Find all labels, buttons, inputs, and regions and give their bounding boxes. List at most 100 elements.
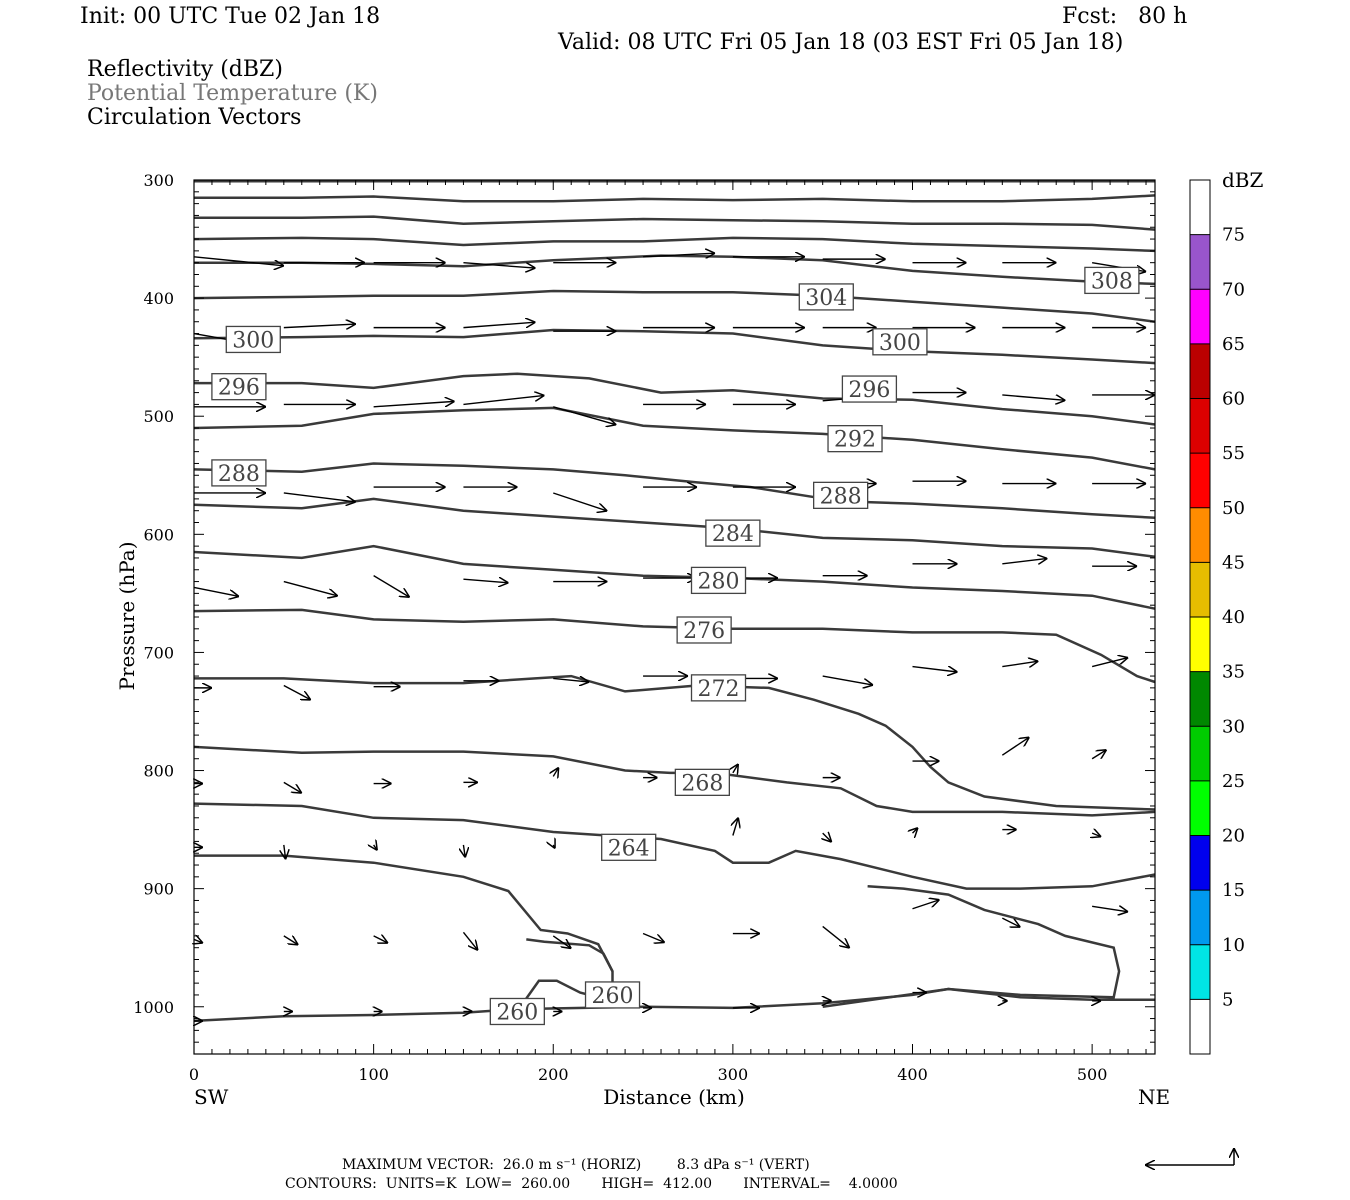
colorbar-segment — [1190, 780, 1210, 836]
y-tick-label: 500 — [143, 407, 174, 426]
contour-label: 308 — [1084, 266, 1140, 295]
contour-line-264 — [822, 885, 1121, 1009]
contour-label-box — [584, 981, 641, 1009]
contour-label-box — [690, 566, 747, 595]
circulation-vector — [822, 675, 873, 685]
colorbar-segment — [1190, 234, 1210, 290]
colorbar-label: 75 — [1222, 225, 1245, 246]
x-axis-title: Distance (km) — [603, 1085, 745, 1109]
x-tick-label: 100 — [358, 1065, 389, 1084]
circulation-vector — [374, 845, 378, 850]
circulation-vector — [553, 767, 558, 776]
colorbar-segment — [1190, 343, 1210, 399]
x-tick-label: 500 — [1077, 1065, 1108, 1084]
circulation-vector — [193, 586, 239, 596]
contour-label-box — [489, 997, 545, 1026]
contour-label: 280 — [690, 566, 747, 595]
circulation-vector — [822, 925, 850, 948]
colorbar-label: 25 — [1222, 771, 1245, 792]
circulation-vector — [1092, 833, 1101, 837]
colorbar-label: 5 — [1222, 989, 1233, 1010]
field-reflectivity: Reflectivity (dBZ) — [87, 57, 283, 82]
colorbar-segment — [1190, 890, 1210, 945]
y-axis-title: Pressure (hPa) — [115, 542, 139, 691]
circulation-vector — [552, 935, 571, 949]
contour-line-316 — [193, 236, 1156, 253]
circulation-vector — [463, 322, 535, 329]
x-tick-label: 200 — [538, 1065, 569, 1084]
circulation-vector — [912, 900, 940, 910]
colorbar-segment — [1190, 289, 1210, 344]
contour-label-text: 276 — [683, 619, 725, 644]
circulation-vector — [1002, 558, 1047, 563]
contour-line-304 — [193, 328, 1156, 365]
colorbar-title: dBZ — [1222, 168, 1264, 192]
contour-label-text: 264 — [608, 836, 650, 861]
contour-line-280 — [193, 608, 1156, 684]
contour-label: 260 — [489, 997, 545, 1026]
circulation-vector — [1002, 661, 1038, 666]
contour-label-box — [872, 328, 928, 356]
contour-layer — [193, 179, 1156, 1023]
y-tick-label: 1000 — [133, 998, 174, 1017]
contour-line-292 — [193, 462, 1156, 520]
circulation-vector — [913, 828, 918, 833]
contour-label: 296 — [211, 373, 267, 401]
contour-label-box — [690, 674, 747, 702]
circulation-vector — [1002, 917, 1020, 927]
contour-label-box — [211, 373, 267, 401]
colorbar-label: 60 — [1222, 389, 1245, 410]
contour-label: 300 — [225, 325, 281, 353]
colorbar-segment — [1190, 835, 1210, 891]
contour-line-264 — [194, 854, 614, 972]
contour-line-276 — [194, 674, 1156, 811]
contour-label-text: 304 — [805, 286, 847, 311]
contour-label-box — [705, 519, 761, 547]
init-time: Init: 00 UTC Tue 02 Jan 18 — [80, 4, 381, 29]
circulation-vector — [283, 684, 311, 700]
contour-label: 272 — [690, 674, 747, 702]
contour-label: 288 — [813, 481, 869, 509]
circulation-vector — [463, 579, 508, 583]
circulation-vector — [733, 764, 738, 773]
colorbar-segment — [1190, 671, 1210, 727]
contour-label-text: 296 — [218, 376, 260, 401]
contour-label-text: 300 — [879, 331, 921, 356]
colorbar-segment — [1190, 398, 1210, 454]
contour-label-text: 272 — [698, 677, 740, 702]
colorbar-segment — [1190, 180, 1210, 235]
contour-label-box — [798, 283, 854, 311]
circulation-vector — [283, 781, 302, 793]
circulation-vector — [733, 818, 738, 836]
contour-label: 260 — [584, 981, 641, 1009]
colorbar-label: 20 — [1222, 826, 1245, 847]
contour-label: 292 — [827, 425, 883, 453]
contour-info-text: CONTOURS: UNITS=K LOW= 260.00 HIGH= 412.… — [285, 1176, 898, 1192]
circulation-vector — [553, 845, 555, 849]
contour-label-box — [211, 459, 267, 487]
contour-label-text: 288 — [218, 462, 260, 487]
x-tick-label: 400 — [897, 1065, 928, 1084]
contour-label: 300 — [872, 328, 928, 356]
circulation-vector — [462, 931, 477, 950]
circulation-vector — [553, 678, 589, 682]
colorbar-label: 55 — [1222, 443, 1245, 464]
circulation-vector — [1091, 750, 1106, 760]
circulation-vector — [553, 406, 616, 425]
contour-label-text: 280 — [698, 569, 740, 594]
circulation-vector — [193, 256, 284, 266]
contour-label-text: 260 — [592, 984, 634, 1009]
contour-label-box — [676, 616, 732, 644]
colorbar-segment — [1190, 507, 1210, 563]
contour-label-layer: 260 260 264 268 272 276 280 284 288 288 292 296 296 3… — [211, 266, 1140, 1026]
contour-line-272 — [193, 745, 1156, 817]
colorbar-label: 30 — [1222, 716, 1245, 737]
contour-label: 296 — [841, 375, 898, 403]
contour-label-box — [1084, 266, 1140, 295]
circulation-vector — [1092, 906, 1128, 911]
colorbar-label: 70 — [1222, 279, 1245, 300]
y-tick-label: 400 — [143, 289, 174, 308]
forecast-hour: Fcst: 80 h — [1062, 4, 1188, 29]
colorbar-segment — [1190, 944, 1210, 1000]
